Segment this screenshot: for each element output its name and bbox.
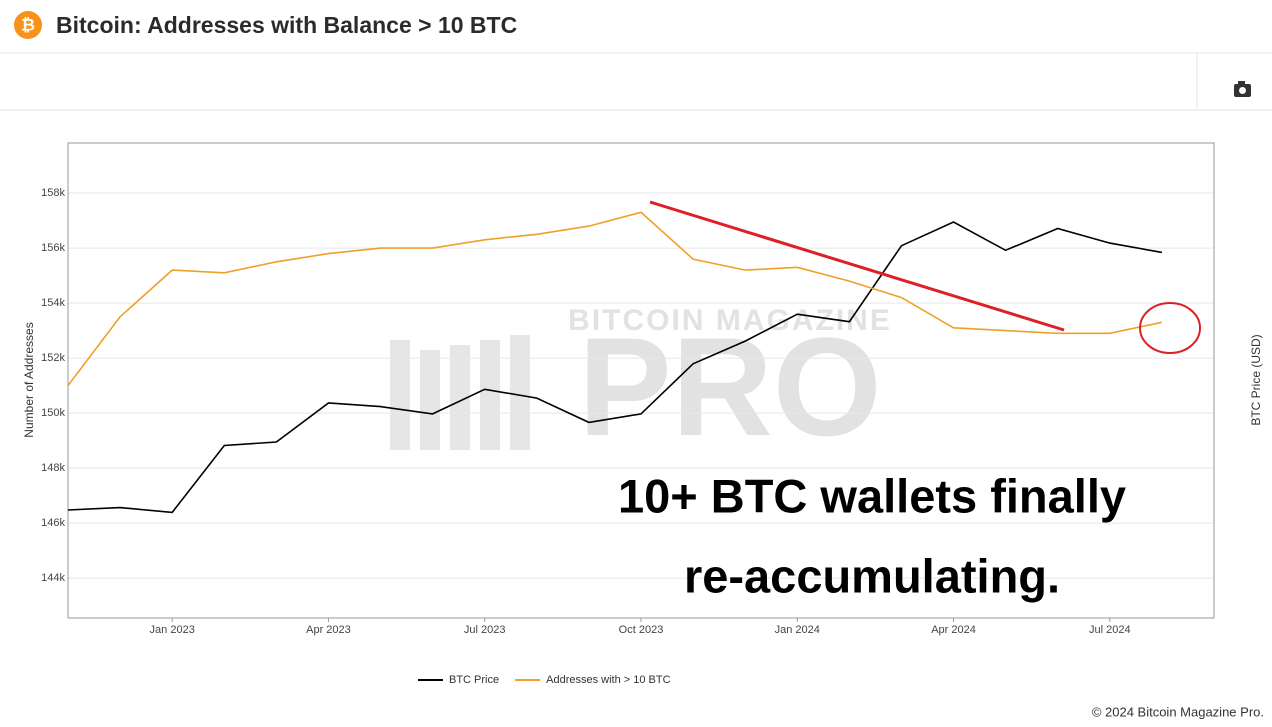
watermark-logo — [390, 335, 530, 450]
y2-axis-label: BTC Price (USD) — [1249, 334, 1263, 425]
y-tick-label: 154k — [41, 297, 65, 309]
camera-button[interactable] — [1234, 81, 1251, 97]
legend: BTC Price Addresses with > 10 BTC — [418, 674, 671, 686]
series-line — [67, 211, 1163, 387]
y-tick-label: 150k — [41, 407, 65, 419]
x-tick-label: Apr 2024 — [931, 624, 976, 636]
x-tick-label: Jan 2023 — [150, 624, 195, 636]
y-tick-label: 158k — [41, 187, 65, 199]
bitcoin-icon — [14, 11, 42, 39]
highlight-circle — [1139, 302, 1201, 354]
copyright: © 2024 Bitcoin Magazine Pro. — [1092, 704, 1264, 719]
lines — [67, 211, 1163, 514]
trend-annotation — [649, 200, 1065, 332]
chart-title: Bitcoin: Addresses with Balance > 10 BTC — [56, 12, 517, 38]
watermark-pro: PRO — [578, 308, 881, 465]
x-tick-label: Jul 2023 — [464, 624, 506, 636]
y-tick-label: 146k — [41, 517, 65, 529]
bitcoin-icon-glyph: ₿ — [21, 15, 35, 34]
plot-frame — [67, 142, 1215, 619]
y-axis-label: Number of Addresses — [22, 322, 36, 437]
x-tick-label: Jan 2024 — [775, 624, 820, 636]
x-tick-label: Apr 2023 — [306, 624, 351, 636]
series-line — [67, 221, 1163, 514]
y-tick-label: 148k — [41, 462, 65, 474]
legend-label: BTC Price — [449, 674, 499, 686]
y-tick-label: 152k — [41, 352, 65, 364]
x-tick-label: Jul 2024 — [1089, 624, 1131, 636]
camera-lens — [1239, 87, 1246, 94]
annotation-text: 10+ BTC wallets finally — [618, 469, 1126, 522]
annotation-text: re-accumulating. — [684, 549, 1060, 602]
legend-label: Addresses with > 10 BTC — [546, 674, 670, 686]
x-tick-label: Oct 2023 — [619, 624, 664, 636]
y-tick-label: 144k — [41, 572, 65, 584]
camera-top — [1238, 81, 1245, 85]
y-tick-label: 156k — [41, 242, 65, 254]
grid: 144k 146k 148k 150k 152k 154k 156k 158k Jan 2023… — [41, 142, 1215, 636]
